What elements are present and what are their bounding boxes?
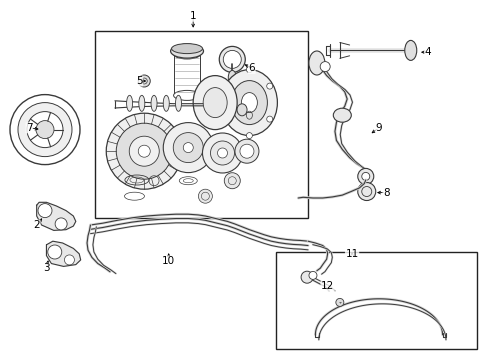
Ellipse shape <box>171 44 202 54</box>
Text: 7: 7 <box>26 123 33 133</box>
Text: 3: 3 <box>43 263 50 273</box>
Circle shape <box>225 83 232 89</box>
Text: 11: 11 <box>345 249 358 259</box>
Circle shape <box>357 183 375 201</box>
Ellipse shape <box>193 76 237 130</box>
Circle shape <box>266 83 272 89</box>
Text: 6: 6 <box>248 63 255 73</box>
Text: 8: 8 <box>382 188 389 198</box>
Circle shape <box>116 123 172 179</box>
Circle shape <box>129 136 159 166</box>
Polygon shape <box>46 241 81 266</box>
Ellipse shape <box>228 71 236 84</box>
Text: 12: 12 <box>320 281 334 291</box>
Circle shape <box>64 255 74 265</box>
Bar <box>276 252 476 349</box>
Ellipse shape <box>163 95 169 111</box>
Ellipse shape <box>203 87 227 118</box>
Circle shape <box>55 218 67 230</box>
Circle shape <box>225 116 232 122</box>
Circle shape <box>106 113 182 189</box>
Circle shape <box>308 271 316 279</box>
Circle shape <box>361 172 369 180</box>
Circle shape <box>183 143 193 153</box>
Ellipse shape <box>219 46 245 72</box>
Text: 4: 4 <box>424 47 430 57</box>
Circle shape <box>224 173 240 189</box>
Ellipse shape <box>221 69 277 136</box>
Circle shape <box>18 103 72 157</box>
Circle shape <box>10 95 80 165</box>
Ellipse shape <box>308 51 324 75</box>
Circle shape <box>246 132 252 139</box>
Circle shape <box>266 116 272 122</box>
Circle shape <box>210 141 234 165</box>
Circle shape <box>48 245 61 259</box>
Text: 9: 9 <box>375 123 382 133</box>
Circle shape <box>217 148 227 158</box>
Circle shape <box>240 144 253 158</box>
Ellipse shape <box>151 95 157 111</box>
Circle shape <box>202 133 242 173</box>
Circle shape <box>38 204 52 217</box>
Polygon shape <box>37 202 76 230</box>
Circle shape <box>163 123 213 172</box>
Ellipse shape <box>175 95 181 111</box>
Ellipse shape <box>231 81 267 125</box>
Circle shape <box>246 67 252 73</box>
Ellipse shape <box>223 50 241 68</box>
Ellipse shape <box>138 75 150 87</box>
Circle shape <box>173 132 203 163</box>
Circle shape <box>36 121 54 139</box>
Ellipse shape <box>237 104 246 116</box>
Ellipse shape <box>241 93 257 113</box>
Bar <box>95 31 307 218</box>
Circle shape <box>320 62 329 72</box>
Circle shape <box>335 298 343 306</box>
Circle shape <box>27 112 63 148</box>
Circle shape <box>234 139 259 163</box>
Ellipse shape <box>173 90 200 100</box>
Text: 5: 5 <box>136 76 142 86</box>
Ellipse shape <box>170 44 203 58</box>
Text: 2: 2 <box>33 220 40 230</box>
Text: 1: 1 <box>189 11 196 21</box>
Ellipse shape <box>139 95 144 111</box>
Circle shape <box>138 145 150 157</box>
Ellipse shape <box>333 108 350 122</box>
Circle shape <box>357 168 373 184</box>
Circle shape <box>301 271 312 283</box>
Text: 10: 10 <box>162 256 175 266</box>
Ellipse shape <box>126 95 132 111</box>
Ellipse shape <box>404 40 416 60</box>
Ellipse shape <box>198 189 212 203</box>
